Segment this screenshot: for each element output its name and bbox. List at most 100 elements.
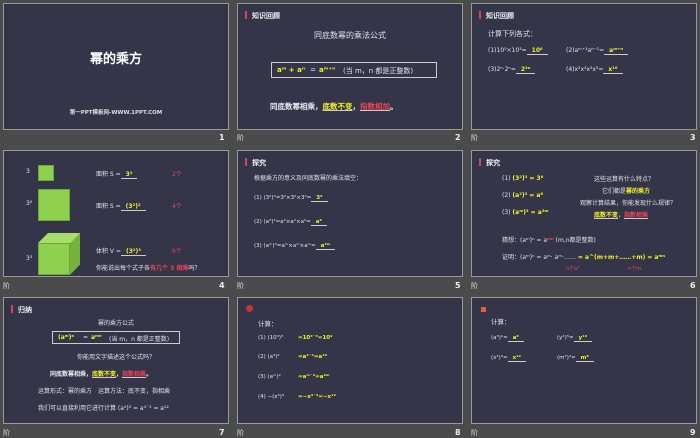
rule-sep: ， [352,102,361,111]
slide-thumbnail-8[interactable]: 计算： (1) (10³)³ =10³˙³=10⁹ (2) (a⁴)⁴ =a⁴˙⁴=… [237,297,463,424]
slide-heading: 同底数幂的乘法公式 [314,31,386,40]
question-2: 它们都是幂的乘方 [602,188,651,195]
example-1: (1) (3²)³ = 3⁶ [502,175,544,182]
slide-prompt: 计算： [258,320,278,328]
rule-line: 同底数幂相乘，底数不变，指数相乘。 [50,371,153,378]
slide-thumbnail-7[interactable]: 归纳 幂的乘方公式 (aᵐ)ⁿ = aᵐⁿ (当 m，n 都是正整数) 你能用文… [3,297,229,424]
question: 你能用文字描述这个公式吗？ [76,354,155,361]
slide-number: 3 [690,133,696,142]
exercise-1: (1) (3²)³=3²×3²×3²= 3⁶ [254,195,328,202]
formula-box: (aᵐ)ⁿ = aᵐⁿ (当 m，n 都是正整数) [52,331,180,344]
slide-header: 知识回顾 [486,12,514,20]
accent-bar [245,11,247,19]
accent-bar [245,158,247,166]
exercise-2: (y²)⁵= y¹⁰ [557,335,592,342]
count-2: 4个 [172,203,182,210]
example-2: (2) (a²)³ = a⁶ [502,192,544,199]
animation-icon[interactable]: 阶 [471,134,478,142]
slide-number: 8 [455,428,461,437]
rule-line: 同底数幂相乘，底数不变，指数相加。 [270,101,398,112]
slide-heading: 幂的乘方公式 [97,320,134,327]
slide-number: 2 [455,133,461,142]
question: 你能说出每个式子各有几个 3 相乘吗？ [96,265,201,272]
side-label-2: 3² [26,200,33,207]
area-row-1: 面积 S = 3² [96,169,138,179]
slide-prompt: 计算下列各式： [488,30,537,38]
badge-icon [481,307,486,312]
side-label-3: 3³ [26,255,33,262]
brace-label-2: n个m [628,266,642,272]
slide-thumbnail-4[interactable]: 3 3² 3³ 面积 S = 3² 2个 面积 S = (3²)² 4个 体积 V … [3,150,229,277]
slide-thumbnail-5[interactable]: 探究 根据乘方的意义及同底数幂的乘法填空： (1) (3²)³=3²×3²×3²… [237,150,463,277]
formula-left: aᵐ + aⁿ [277,66,306,74]
exercise-4: (4) −(x⁴)³ =−x⁴˙³=−x¹² [258,394,336,400]
slide-subtitle: 第一PPT模板网-WWW.1PPT.COM [69,110,163,116]
large-square [38,189,70,221]
animation-icon[interactable]: 阶 [237,134,244,142]
formula-condition: (当 m，n 都是正整数) [343,67,414,75]
rule-highlight-1: 底数不变 [322,102,353,111]
animation-icon[interactable]: 阶 [3,282,10,290]
slide-header: 知识回顾 [252,12,280,20]
brace-label-1: n个aᵐ [566,266,581,272]
badge-icon [246,305,253,312]
slide-number: 9 [690,428,696,437]
small-square [38,165,54,181]
formula-eq: = [310,66,316,74]
slide-thumbnail-3[interactable]: 知识回顾 计算下列各式： (1)10⁵×10³= 10⁸ (2)aᵐ⁺¹aⁿ⁻¹=… [471,3,697,130]
area-row-2: 面积 S = (3²)² [96,201,146,211]
slide-number: 5 [455,281,461,290]
formula-right: aᵐ⁺ⁿ [319,66,336,74]
exercise-3: (3) (aᵐ)² =aᵐ˙²=a²ᵐ [258,374,330,380]
volume-row: 体积 V = (3²)³ [96,246,146,256]
exercise-4: (m²)⁴= m⁸ [557,355,594,362]
exercise-4: (4)x²x³x²x³= x¹⁰ [566,66,623,74]
slide-header: 探究 [486,159,500,167]
exercise-3: (3)2ⁿ·2ⁿ= 2²ⁿ [488,66,536,74]
slide-header: 归纳 [18,306,32,314]
question-3: 观察计算结果，你能发现什么规律？ [580,200,677,207]
slide-thumbnail-6[interactable]: 探究 (1) (3²)³ = 3⁶ (2) (a²)³ = a⁶ (3) (aᵐ… [471,150,697,277]
slide-title: 幂的乘方 [89,52,142,67]
calculation-example: 我们可以直接利用它进行计算 (a⁴)³ = a⁴˙³ = a¹² [38,405,169,412]
animation-icon[interactable]: 阶 [471,282,478,290]
accent-bar [479,158,481,166]
animation-icon[interactable]: 阶 [471,429,478,437]
slide-number: 1 [219,133,225,142]
animation-icon[interactable]: 阶 [237,429,244,437]
count-3: 6个 [172,248,182,255]
slide-number: 6 [690,281,696,290]
exercise-2: (2) (a⁴)⁴ =a⁴˙⁴=a¹⁶ [258,354,328,360]
exercise-3: (3) (aᵐ)³=aᵐ×aᵐ×aᵐ= a³ᵐ [254,243,336,250]
slide-thumbnail-2[interactable]: 知识回顾 同底数幂的乘法公式 aᵐ + aⁿ = aᵐ⁺ⁿ (当 m，n 都是正… [237,3,463,130]
exercise-3: (x⁴)³= x¹² [491,355,526,362]
accent-bar [11,305,13,313]
slide-prompt: 根据乘方的意义及同底数幂的乘法填空： [254,175,363,182]
count-1: 2个 [172,171,182,178]
proof: 证明：(aᵐ)ⁿ = aᵐ· aᵐ·…… = a^(m+m+……+m) = aᵐ… [502,254,666,261]
rule-text: 同底数幂相乘， [270,102,323,111]
conjecture: 猜想：(aᵐ)ⁿ = aᵐⁿ (m,n都是整数) [502,237,596,244]
animation-icon[interactable]: 阶 [3,429,10,437]
example-3: (3) (aᵐ)³ = a³ᵐ [502,209,549,216]
slide-thumbnail-9[interactable]: 计算： (a³)²= a⁶ (y²)⁵= y¹⁰ (x⁴)³= x¹² (m²)⁴= m… [471,297,697,424]
cube [38,233,82,275]
rule-highlight-2: 指数相加 [360,102,390,111]
animation-icon[interactable]: 阶 [237,282,244,290]
exercise-2: (2)aᵐ⁺¹aⁿ⁻¹= aᵐ⁺ⁿ [566,47,629,55]
operation-form: 运算形式：幂的乘方 运算方法：底不变，指相乘 [38,388,171,395]
rule: 底数不变，指数相乘 [594,212,649,219]
slide-header: 探究 [252,159,266,167]
formula-box: aᵐ + aⁿ = aᵐ⁺ⁿ (当 m，n 都是正整数) [271,62,437,78]
rule-end: 。 [390,102,398,111]
slide-number: 7 [219,428,225,437]
slide-thumbnail-1[interactable]: 幂的乘方 第一PPT模板网-WWW.1PPT.COM [3,3,229,130]
slide-number: 4 [219,281,225,290]
slide-prompt: 计算： [491,318,511,326]
side-label-1: 3 [26,168,30,175]
accent-bar [479,11,481,19]
exercise-1: (1)10⁵×10³= 10⁸ [488,47,548,55]
exercise-1: (1) (10³)³ =10³˙³=10⁹ [258,335,333,341]
question-1: 这些运算有什么特点？ [594,176,655,183]
exercise-2: (2) (a²)³=a²×a²×a²= a⁶ [254,219,327,226]
